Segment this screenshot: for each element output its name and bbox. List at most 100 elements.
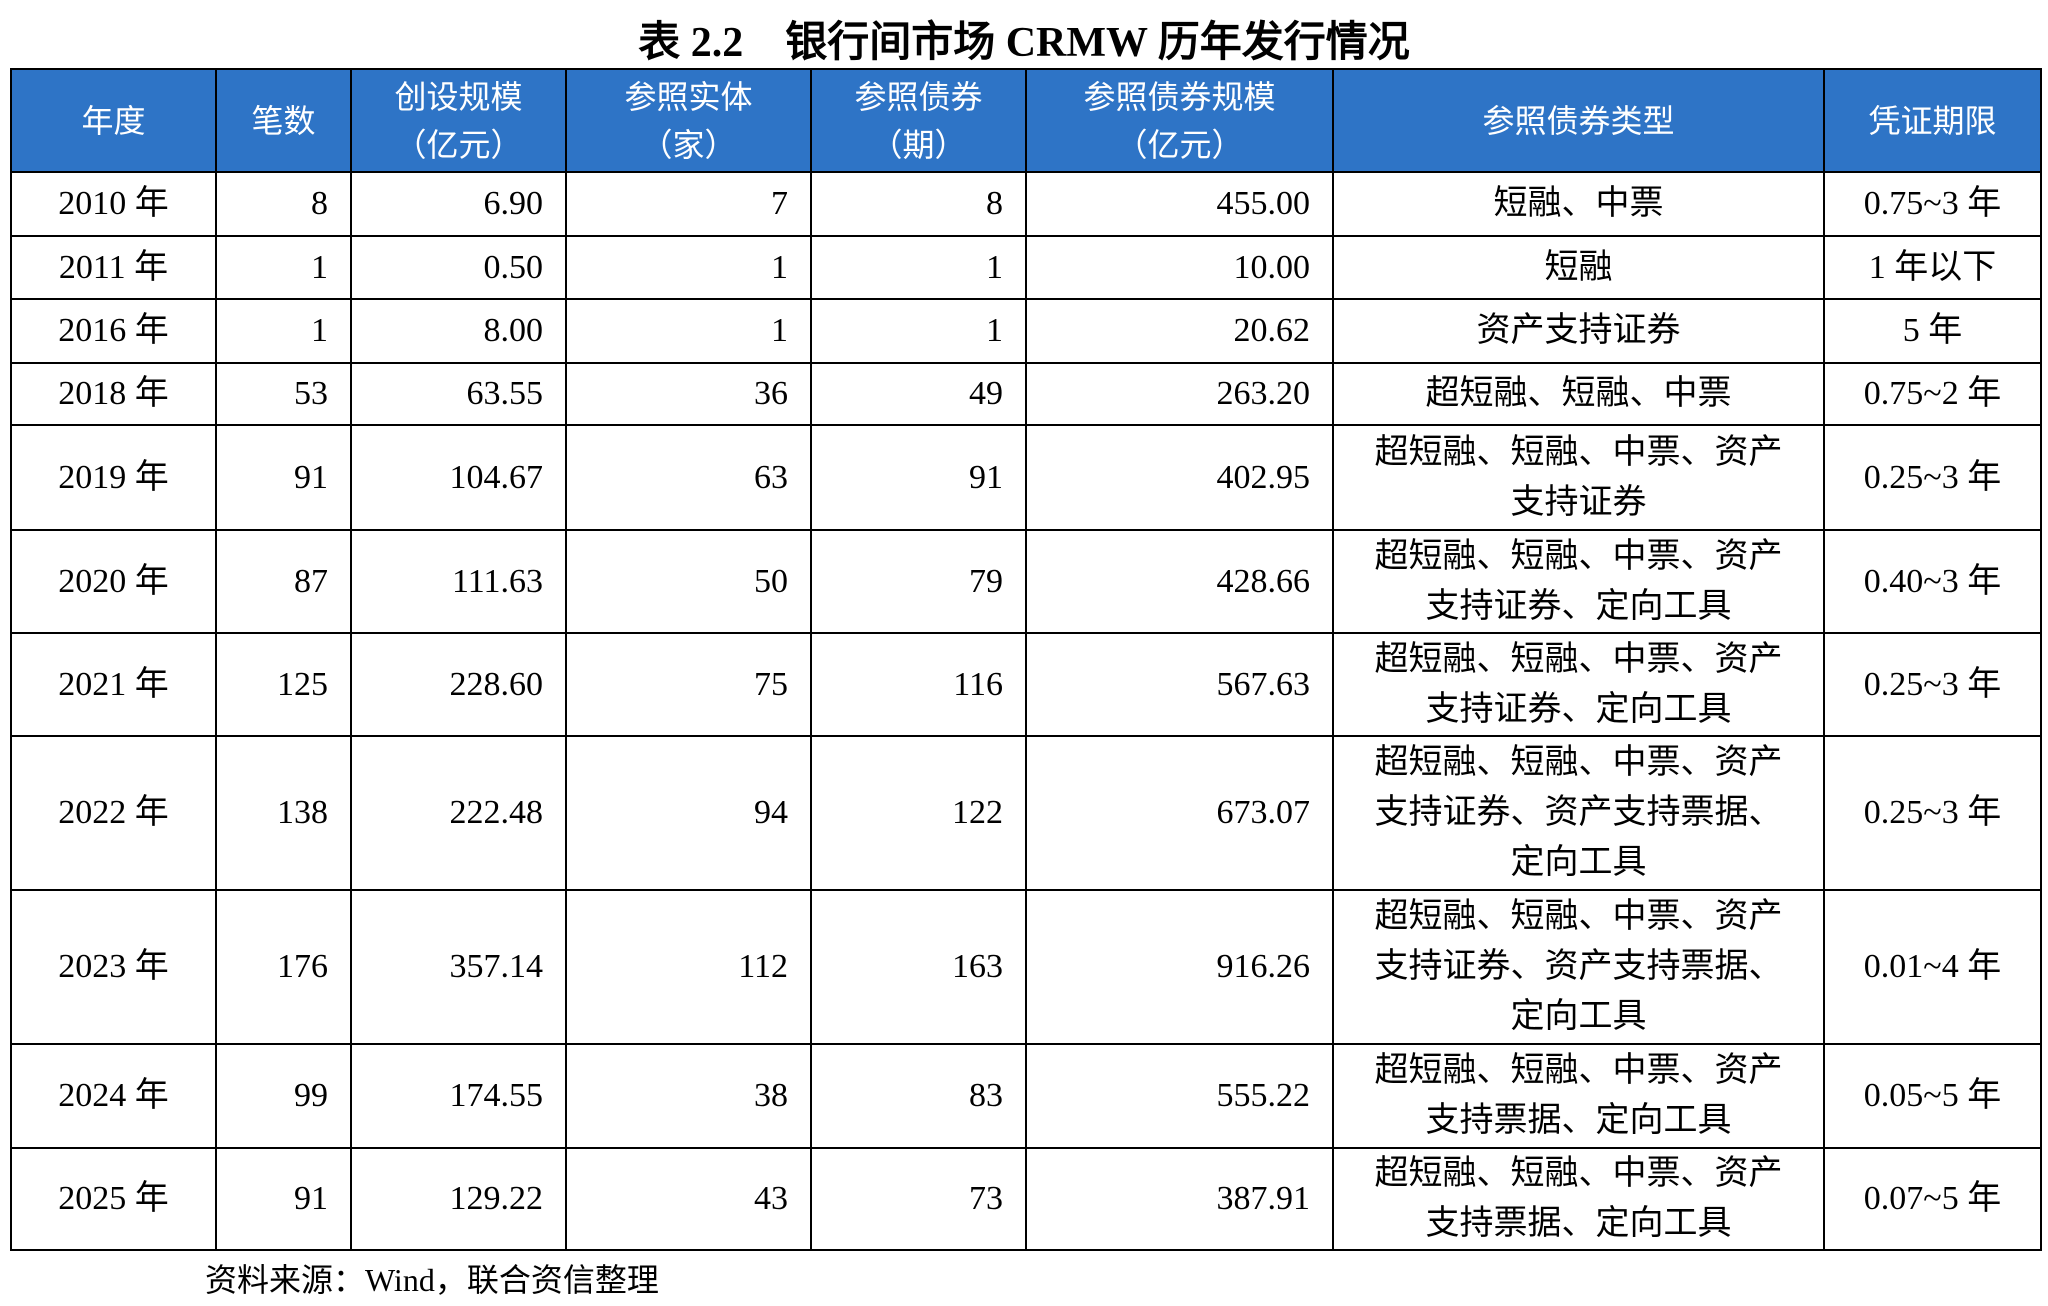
data-table: 年度 笔数 创设规模 （亿元） 参照实体 （家） 参照债券 （期） 参照债券规模 （亿元）…	[10, 68, 2042, 1251]
table-cell: 73	[810, 1147, 1027, 1251]
table-cell: 94	[565, 735, 812, 891]
table-cell: 6.90	[350, 171, 567, 237]
table-cell: 8	[810, 171, 1027, 237]
table-cell: 228.60	[350, 632, 567, 737]
table-cell: 455.00	[1025, 171, 1334, 237]
header-cell: 凭证期限	[1823, 68, 2042, 173]
table-cell: 1 年以下	[1823, 235, 2042, 300]
table-row: 2025 年 91 129.22 43 73 387.91 超短融、短融、中票、资产支持票据…	[10, 1147, 2042, 1251]
table-cell: 38	[565, 1043, 812, 1149]
source-note: 资料来源：Wind，联合资信整理	[205, 1262, 659, 1298]
table-cell: 2023 年	[10, 889, 217, 1045]
table-cell: 122	[810, 735, 1027, 891]
table-cell: 75	[565, 632, 812, 737]
table-row: 2016 年 1 8.00 1 1 20.62 资产支持证券 5 年	[10, 298, 2042, 364]
table-cell: 7	[565, 171, 812, 237]
table-cell: 50	[565, 529, 812, 634]
table-cell: 53	[215, 362, 352, 426]
table-cell: 673.07	[1025, 735, 1334, 891]
header-cell: 年度	[10, 68, 217, 173]
table-cell: 116	[810, 632, 1027, 737]
table-cell: 2010 年	[10, 171, 217, 237]
table-row: 2019 年 91 104.67 63 91 402.95 超短融、短融、中票、资产支持证券…	[10, 424, 2042, 531]
table-cell: 2022 年	[10, 735, 217, 891]
table-cell: 357.14	[350, 889, 567, 1045]
table-cell: 112	[565, 889, 812, 1045]
header-row: 年度 笔数 创设规模 （亿元） 参照实体 （家） 参照债券 （期） 参照债券规模 （亿元）…	[10, 68, 2042, 173]
table-cell: 10.00	[1025, 235, 1334, 300]
table-cell: 83	[810, 1043, 1027, 1149]
table-row: 2020 年 87 111.63 50 79 428.66 超短融、短融、中票、资产支持证券…	[10, 529, 2042, 634]
table-cell: 163	[810, 889, 1027, 1045]
table-cell: 99	[215, 1043, 352, 1149]
table-cell: 2018 年	[10, 362, 217, 426]
table-cell: 0.07~5 年	[1823, 1147, 2042, 1251]
table-cell: 36	[565, 362, 812, 426]
table-cell: 91	[215, 1147, 352, 1251]
table-cell: 402.95	[1025, 424, 1334, 531]
table-cell: 1	[215, 235, 352, 300]
table-cell: 176	[215, 889, 352, 1045]
table-cell: 125	[215, 632, 352, 737]
table-cell: 5 年	[1823, 298, 2042, 364]
table-cell: 0.25~3 年	[1823, 632, 2042, 737]
table-cell: 63	[565, 424, 812, 531]
header-cell: 参照实体 （家）	[565, 68, 812, 173]
table-cell: 1	[810, 298, 1027, 364]
table-cell: 104.67	[350, 424, 567, 531]
table-cell: 428.66	[1025, 529, 1334, 634]
table-cell: 2019 年	[10, 424, 217, 531]
table-cell: 49	[810, 362, 1027, 426]
table-cell: 91	[810, 424, 1027, 531]
table-cell: 2021 年	[10, 632, 217, 737]
table-cell: 387.91	[1025, 1147, 1334, 1251]
table-cell: 短融	[1332, 235, 1825, 300]
table-title: 表 2.2 银行间市场 CRMW 历年发行情况	[638, 20, 1410, 66]
table-cell: 79	[810, 529, 1027, 634]
table-cell: 超短融、短融、中票、资产支持证券、资产支持票据、定向工具	[1332, 889, 1825, 1045]
table-cell: 129.22	[350, 1147, 567, 1251]
table-cell: 2020 年	[10, 529, 217, 634]
table-row: 2023 年 176 357.14 112 163 916.26 超短融、短融、中票、资产支…	[10, 889, 2042, 1045]
table-cell: 8	[215, 171, 352, 237]
table-cell: 2025 年	[10, 1147, 217, 1251]
table-cell: 资产支持证券	[1332, 298, 1825, 364]
header-cell: 参照债券规模 （亿元）	[1025, 68, 1334, 173]
table-cell: 567.63	[1025, 632, 1334, 737]
table-cell: 超短融、短融、中票	[1332, 362, 1825, 426]
table-cell: 263.20	[1025, 362, 1334, 426]
table-cell: 91	[215, 424, 352, 531]
table-cell: 2011 年	[10, 235, 217, 300]
table-cell: 超短融、短融、中票、资产支持票据、定向工具	[1332, 1147, 1825, 1251]
table-cell: 超短融、短融、中票、资产支持证券、定向工具	[1332, 632, 1825, 737]
header-cell: 参照债券类型	[1332, 68, 1825, 173]
table-cell: 222.48	[350, 735, 567, 891]
table-row: 2022 年 138 222.48 94 122 673.07 超短融、短融、中票、资产支持…	[10, 735, 2042, 891]
table-cell: 87	[215, 529, 352, 634]
table-cell: 43	[565, 1147, 812, 1251]
table-row: 2011 年 1 0.50 1 1 10.00 短融 1 年以下	[10, 235, 2042, 300]
table-row: 2018 年 53 63.55 36 49 263.20 超短融、短融、中票 0.75~2 年	[10, 362, 2042, 426]
table-cell: 1	[215, 298, 352, 364]
table-cell: 111.63	[350, 529, 567, 634]
table-cell: 超短融、短融、中票、资产支持证券、资产支持票据、定向工具	[1332, 735, 1825, 891]
header-cell: 创设规模 （亿元）	[350, 68, 567, 173]
table-cell: 0.25~3 年	[1823, 424, 2042, 531]
table-cell: 1	[810, 235, 1027, 300]
header-cell: 笔数	[215, 68, 352, 173]
table-cell: 0.75~3 年	[1823, 171, 2042, 237]
table-cell: 0.05~5 年	[1823, 1043, 2042, 1149]
table-cell: 超短融、短融、中票、资产支持证券	[1332, 424, 1825, 531]
table-cell: 0.01~4 年	[1823, 889, 2042, 1045]
table-cell: 0.40~3 年	[1823, 529, 2042, 634]
table-cell: 20.62	[1025, 298, 1334, 364]
table-cell: 0.75~2 年	[1823, 362, 2042, 426]
table-cell: 超短融、短融、中票、资产支持票据、定向工具	[1332, 1043, 1825, 1149]
table-cell: 0.25~3 年	[1823, 735, 2042, 891]
table-cell: 2016 年	[10, 298, 217, 364]
table-row: 2024 年 99 174.55 38 83 555.22 超短融、短融、中票、资产支持票据…	[10, 1043, 2042, 1149]
header-cell: 参照债券 （期）	[810, 68, 1027, 173]
table-cell: 超短融、短融、中票、资产支持证券、定向工具	[1332, 529, 1825, 634]
table-row: 2021 年 125 228.60 75 116 567.63 超短融、短融、中票、资产支持…	[10, 632, 2042, 737]
table-cell: 0.50	[350, 235, 567, 300]
